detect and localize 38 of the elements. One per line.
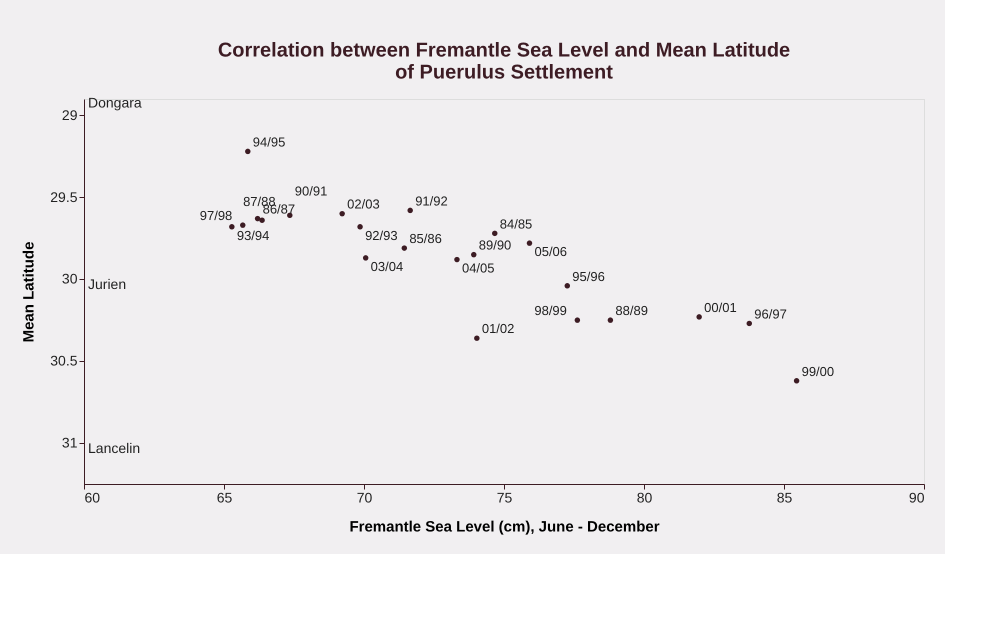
annotation: 84/85: [500, 216, 532, 232]
annotation: 89/90: [478, 238, 512, 253]
annotation: Dongara: [88, 94, 142, 110]
x-tick-label: 70: [356, 490, 372, 506]
x-tick-label: 80: [636, 490, 652, 506]
y-tick-label: 29: [62, 106, 78, 123]
annotation: 90/91: [294, 183, 328, 198]
annotation: 99/00: [802, 364, 834, 379]
annotation: 00/01: [704, 300, 737, 315]
annotation: 04/05: [462, 260, 495, 276]
annotation: 01/02: [482, 321, 514, 336]
annotation: 05/06: [534, 244, 568, 260]
annotation: 96/97: [754, 306, 787, 322]
y-tick-label: 30.5: [50, 352, 78, 369]
y-axis-title: Mean Latitude: [20, 242, 38, 342]
x-tick-label: 60: [84, 490, 100, 506]
annotation: Jurien: [88, 276, 126, 292]
annotation: 92/93: [365, 228, 398, 243]
y-tick-label: 31: [62, 434, 78, 451]
annotation: 02/03: [347, 196, 380, 212]
y-tick-label: 29.5: [50, 188, 78, 205]
y-tick-label: 30: [62, 270, 78, 287]
annotation: 94/95: [252, 134, 286, 150]
annotation: 98/99: [534, 303, 567, 318]
x-tick-label: 65: [216, 490, 232, 506]
annotation: 88/89: [615, 303, 648, 318]
x-tick-label: 90: [908, 490, 925, 506]
annotation: Lancelin: [88, 440, 140, 456]
chart-title: Correlation between Fremantle Sea Level and Mean Latitude of Puerulus Settlement: [218, 39, 790, 84]
x-tick-label: 75: [496, 490, 512, 506]
annotation: 95/96: [572, 268, 605, 284]
annotation: 03/04: [370, 258, 404, 274]
annotation: 85/86: [409, 231, 442, 246]
x-axis-title: Fremantle Sea Level (cm), June - December: [349, 518, 660, 536]
annotation: 91/92: [415, 193, 448, 208]
annotation: 93/94: [236, 228, 270, 243]
annotation: 97/98: [200, 208, 232, 224]
x-tick-label: 85: [776, 490, 792, 506]
